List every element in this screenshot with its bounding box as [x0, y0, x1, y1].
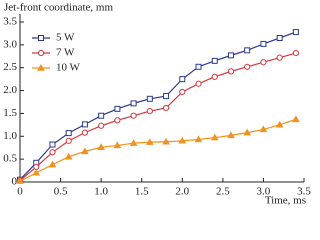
marker: [98, 122, 105, 129]
marker: [244, 63, 251, 70]
marker: [49, 141, 56, 148]
legend-label: 10 W: [56, 62, 81, 74]
legend-marker: [37, 63, 45, 71]
marker: [179, 88, 186, 96]
marker: [129, 139, 138, 146]
x-tick-label: 0.5: [54, 186, 68, 198]
marker: [65, 137, 72, 144]
marker: [33, 163, 40, 171]
marker: [130, 100, 137, 107]
marker: [195, 80, 202, 87]
x-axis-label: Time, ms: [265, 195, 306, 207]
marker: [64, 152, 73, 160]
marker: [98, 112, 105, 119]
x-tick-label: 3.5: [297, 186, 311, 198]
marker: [48, 160, 57, 168]
y-tick-label: 3.5: [3, 16, 17, 28]
y-tick-label: 0: [12, 176, 18, 188]
marker: [113, 141, 122, 149]
marker: [195, 63, 202, 70]
marker: [32, 168, 41, 176]
x-tick-label: 2.0: [175, 186, 189, 198]
marker: [146, 95, 153, 102]
marker: [163, 93, 170, 100]
x-tick-label: 0: [17, 186, 23, 198]
marker: [179, 76, 186, 83]
legend-marker: [37, 49, 45, 57]
marker: [292, 49, 299, 57]
marker: [244, 47, 251, 54]
legend-marker: [38, 35, 44, 41]
y-tick-label: 1.0: [3, 130, 17, 142]
marker: [81, 129, 89, 136]
legend-label: 5 W: [56, 32, 75, 44]
marker: [81, 121, 88, 128]
marker: [211, 57, 218, 64]
x-tick-label: 3.0: [257, 186, 271, 198]
marker: [16, 177, 24, 184]
marker: [65, 130, 72, 137]
y-tick-label: 2.0: [3, 84, 17, 96]
marker: [145, 138, 154, 145]
y-axis-label: Jet-front coordinate, mm: [4, 2, 113, 14]
x-tick-label: 1.5: [135, 186, 149, 198]
marker: [146, 108, 153, 115]
marker: [227, 68, 235, 75]
marker: [292, 115, 300, 123]
marker: [227, 131, 235, 139]
marker: [260, 40, 267, 47]
marker: [97, 143, 106, 150]
marker: [81, 147, 89, 155]
marker: [114, 105, 121, 112]
marker: [210, 133, 219, 141]
series-line: [19, 118, 297, 182]
x-tick-label: 1.0: [94, 186, 108, 198]
marker: [114, 117, 121, 124]
marker: [292, 29, 299, 36]
marker: [275, 120, 284, 128]
y-tick-label: 0.5: [3, 153, 17, 165]
page: {"chart_data": {"type": "line", "y_label…: [3, 1, 312, 207]
marker: [178, 136, 187, 144]
legend-label: 7 W: [56, 47, 75, 59]
marker: [130, 112, 137, 119]
marker: [276, 54, 283, 61]
marker: [259, 125, 268, 133]
marker: [49, 149, 56, 156]
marker: [260, 59, 267, 66]
marker: [162, 137, 170, 145]
marker: [243, 128, 252, 136]
y-tick-label: 2.5: [3, 61, 17, 73]
y-tick-label: 3.0: [3, 38, 17, 50]
marker: [276, 35, 283, 41]
chart: Jet-front coordinate, mm Time, ms 0 0.5 1.…: [3, 2, 311, 207]
marker: [194, 135, 203, 143]
marker: [227, 52, 234, 59]
marker: [162, 104, 170, 112]
y-tick-label: 1.5: [3, 107, 17, 119]
x-tick-label: 2.5: [216, 186, 230, 198]
marker: [211, 73, 218, 80]
